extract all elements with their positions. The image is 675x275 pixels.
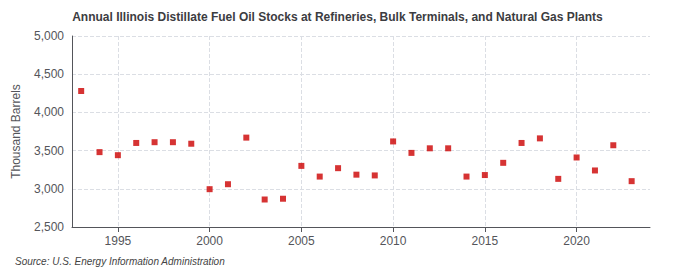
svg-text:2010: 2010	[380, 234, 407, 248]
svg-text:2015: 2015	[472, 234, 499, 248]
svg-text:2020: 2020	[563, 234, 590, 248]
svg-text:3,000: 3,000	[34, 182, 64, 196]
svg-text:2,500: 2,500	[34, 220, 64, 234]
svg-text:1995: 1995	[105, 234, 132, 248]
svg-text:4,500: 4,500	[34, 67, 64, 81]
svg-text:4,000: 4,000	[34, 105, 64, 119]
svg-text:3,500: 3,500	[34, 144, 64, 158]
svg-text:5,000: 5,000	[34, 29, 64, 43]
svg-text:Annual Illinois Distillate Fue: Annual Illinois Distillate Fuel Oil Stoc…	[72, 10, 603, 24]
svg-text:2000: 2000	[196, 234, 223, 248]
svg-text:2005: 2005	[288, 234, 315, 248]
svg-text:Thousand Barrels: Thousand Barrels	[9, 84, 23, 179]
svg-text:Source: U.S. Energy Informatio: Source: U.S. Energy Information Administ…	[15, 256, 225, 267]
